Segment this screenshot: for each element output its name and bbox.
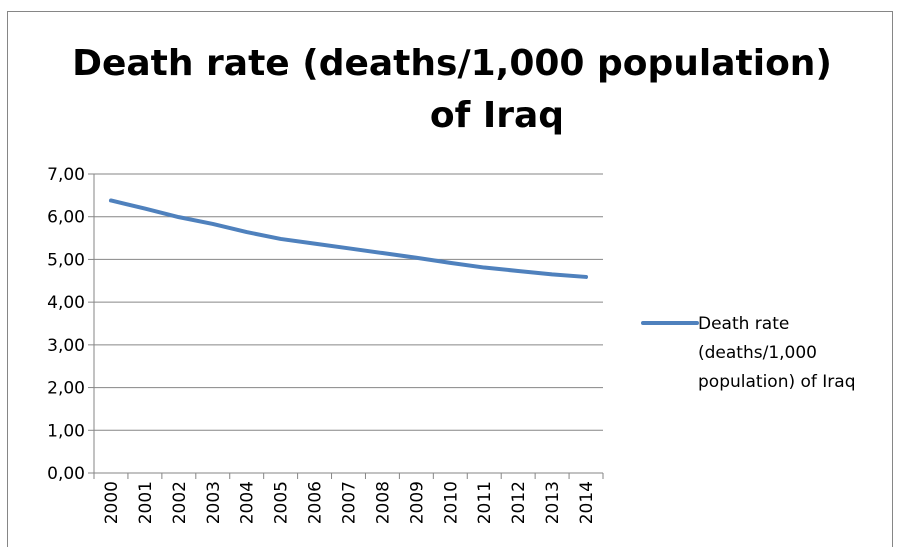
data-point <box>144 208 145 209</box>
y-axis-tick-label: 0,00 <box>47 464 85 484</box>
data-point <box>382 253 383 254</box>
x-axis-tick-label: 2001 <box>136 481 156 524</box>
chart-frame <box>7 11 893 547</box>
x-axis-tick-label: 2008 <box>373 481 393 524</box>
gridlines <box>94 173 603 431</box>
x-axis-tick-label: 2014 <box>577 481 597 524</box>
x-axis-tick-label: 2013 <box>543 481 563 524</box>
legend-label: Death rate <box>698 314 789 334</box>
x-axis-tick-label: 2007 <box>340 481 360 524</box>
x-axis-tick-label: 2004 <box>238 481 258 524</box>
data-point <box>450 262 451 263</box>
x-axis-tick-label: 2002 <box>170 481 190 524</box>
data-point <box>110 200 111 201</box>
data-point <box>586 276 587 277</box>
x-axis-tick-label: 2003 <box>204 481 224 524</box>
y-axis-tick-label: 2,00 <box>47 379 85 399</box>
axes <box>88 173 604 479</box>
x-axis-tick-labels: 2000 2001 2002 2003 2004 2005 2006 2007 2008 2009… <box>102 481 597 524</box>
y-axis-tick-label: 5,00 <box>47 250 85 270</box>
data-point <box>484 267 485 268</box>
y-axis-tick-label: 1,00 <box>47 421 85 441</box>
x-axis-tick-label: 2005 <box>272 481 292 524</box>
y-axis-tick-label: 6,00 <box>47 208 85 228</box>
x-axis-tick-label: 2011 <box>475 481 495 524</box>
x-axis-tick-label: 2009 <box>407 481 427 524</box>
data-point <box>314 243 315 244</box>
x-axis-tick-label: 2006 <box>306 481 326 524</box>
legend-label: population) of Iraq <box>698 372 856 392</box>
chart-title-line-1: Death rate (deaths/1,000 population) <box>72 43 832 84</box>
data-point <box>280 238 281 239</box>
y-axis-tick-label: 7,00 <box>47 165 85 185</box>
data-point <box>552 274 553 275</box>
y-axis-tick-label: 4,00 <box>47 293 85 313</box>
y-axis-tick-label: 3,00 <box>47 336 85 356</box>
data-point <box>518 270 519 271</box>
legend-label: (deaths/1,000 <box>698 343 817 363</box>
legend: Death rate (deaths/1,000 population) of Ir… <box>641 314 856 392</box>
series-lines <box>108 198 589 279</box>
data-point <box>212 223 213 224</box>
series-line <box>108 198 589 279</box>
y-axis-tick-labels: 0,00 1,00 2,00 3,00 4,00 5,00 6,00 7,00 <box>47 165 85 484</box>
x-axis-tick-label: 2010 <box>441 481 461 524</box>
x-axis-tick-label: 2012 <box>509 481 529 524</box>
data-point <box>246 232 247 233</box>
data-point <box>348 248 349 249</box>
chart-title: Death rate (deaths/1,000 population) of … <box>0 38 904 142</box>
data-point <box>416 257 417 258</box>
chart-title-line-2: of Iraq <box>429 95 565 136</box>
data-point <box>178 217 179 218</box>
x-axis-tick-label: 2000 <box>102 481 122 524</box>
